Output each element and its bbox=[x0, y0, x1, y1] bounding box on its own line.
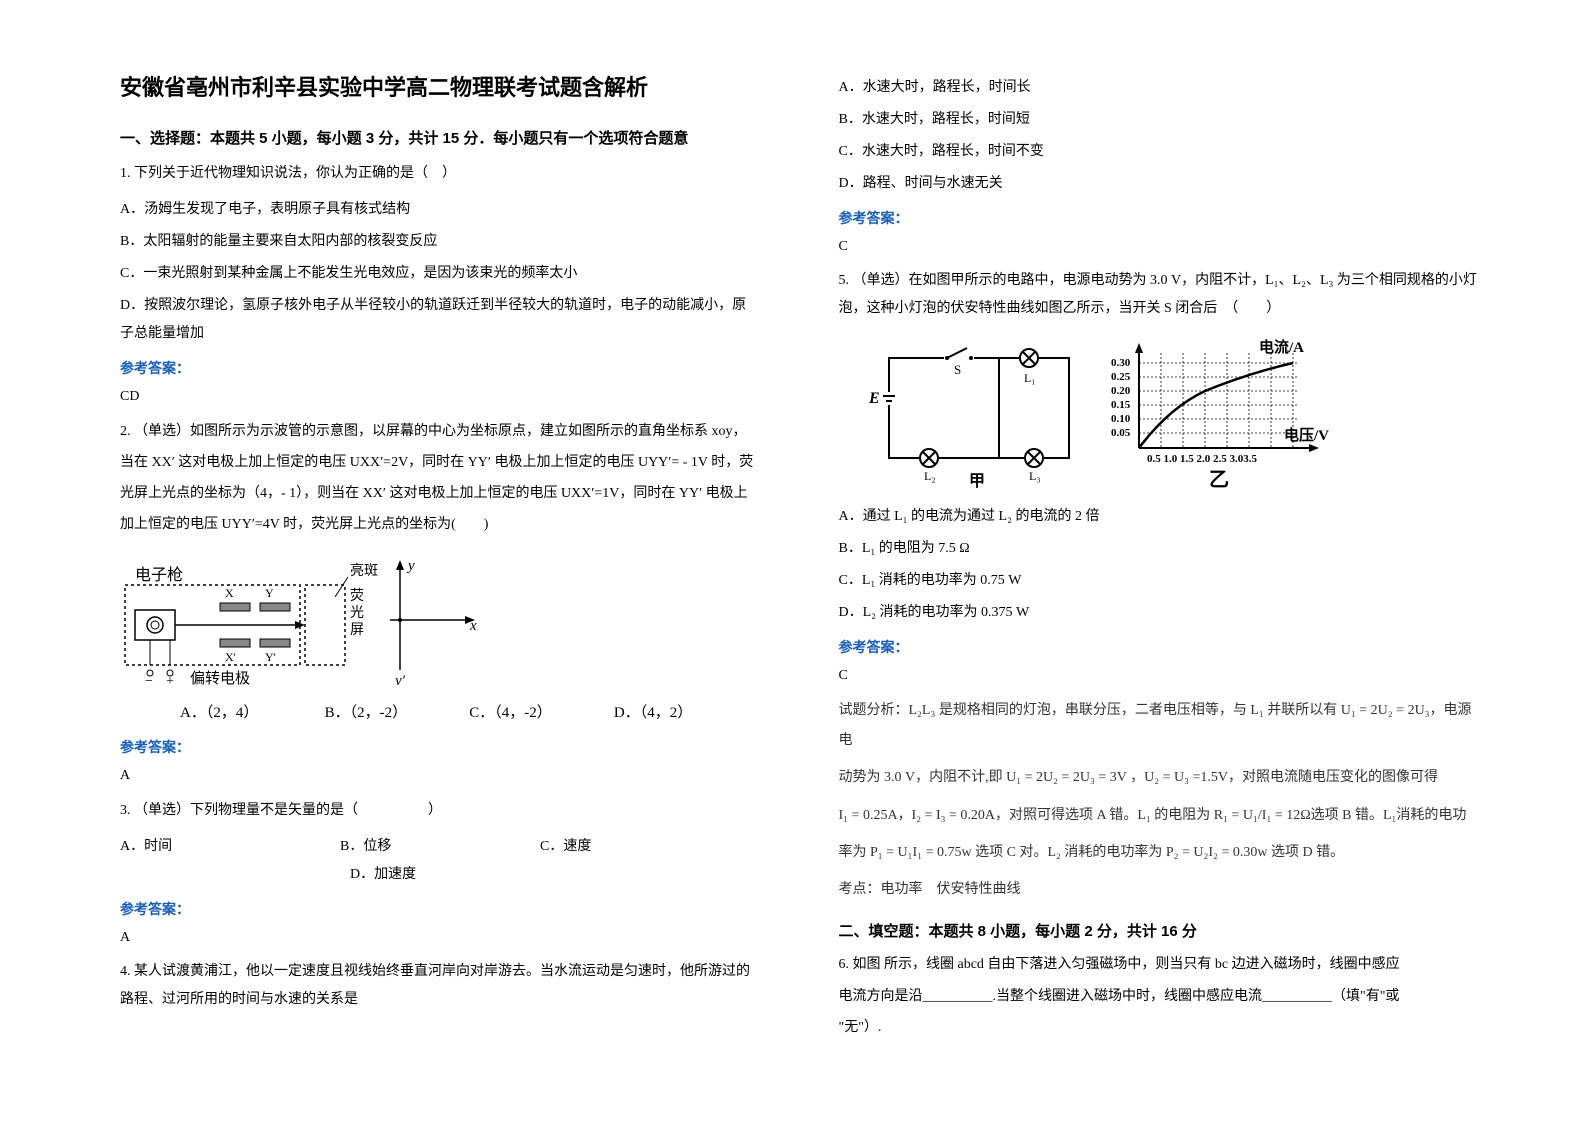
q3-stem: 3. （单选）下列物理量不是矢量的是（ ） bbox=[120, 797, 759, 825]
q5-solution-5: 考点：电功率 伏安特性曲线 bbox=[839, 875, 1478, 904]
q1-optB: B．太阳辐射的能量主要来自太阳内部的核裂变反应 bbox=[120, 228, 759, 256]
q5-optB: B．L₁ 的电阻为 7.5 Ω bbox=[839, 535, 1478, 563]
answer-label: 参考答案： bbox=[839, 208, 1478, 228]
gun-label: 电子枪 bbox=[135, 566, 183, 584]
svg-text:0.05: 0.05 bbox=[1111, 427, 1131, 439]
svg-text:y': y' bbox=[393, 673, 406, 685]
q5-optD: D．L₂ 消耗的电功率为 0.375 W bbox=[839, 599, 1478, 627]
q4-optC: C．水速大时，路程长，时间不变 bbox=[839, 138, 1478, 166]
answer-label: 参考答案： bbox=[120, 737, 759, 757]
q5-optC: C．L₁ 消耗的电功率为 0.75 W bbox=[839, 567, 1478, 595]
q6-line1: 6. 如图 所示，线圈 abcd 自由下落进入匀强磁场中，则当只有 bc 边进入… bbox=[839, 953, 1478, 977]
yaxis-label: 电流/A bbox=[1259, 338, 1304, 356]
q5-solution-3: I₁ = 0.25A，I₂ = I₃ = 0.20A，对照可得选项 A 错。L₁… bbox=[839, 801, 1478, 830]
answer-label: 参考答案： bbox=[120, 358, 759, 378]
svg-text:0.5 1.0 1.5 2.0 2.5 3.03.5: 0.5 1.0 1.5 2.0 2.5 3.03.5 bbox=[1147, 453, 1258, 465]
svg-text:屏: 屏 bbox=[350, 623, 364, 638]
xaxis-label: 电压/V bbox=[1284, 426, 1329, 444]
q2-optD: D．（4，2） bbox=[614, 700, 759, 727]
svg-text:−: − bbox=[145, 674, 153, 685]
svg-text:X: X bbox=[225, 586, 234, 600]
q2-optA: A．（2，4） bbox=[180, 700, 325, 727]
svg-text:S: S bbox=[954, 362, 961, 377]
q5-answer: C bbox=[839, 663, 1478, 688]
svg-text:x: x bbox=[469, 618, 477, 634]
q4-stem: 4. 某人试渡黄浦江，他以一定速度且视线始终垂直河岸向对岸游去。当水流运动是匀速… bbox=[120, 958, 759, 1014]
q2-answer: A bbox=[120, 763, 759, 788]
svg-text:L₂: L₂ bbox=[924, 469, 936, 483]
svg-text:y: y bbox=[406, 558, 415, 574]
q1-optD: D．按照波尔理论，氢原子核外电子从半径较小的轨道跃迁到半径较大的轨道时，电子的动… bbox=[120, 292, 759, 348]
q3-optC: C．速度 bbox=[540, 833, 690, 861]
q6-line3: "无"）. bbox=[839, 1016, 1478, 1040]
svg-text:L₃: L₃ bbox=[1029, 469, 1041, 483]
q2-optB: B．（2，-2） bbox=[325, 700, 470, 727]
q5-solution-1: 试题分析：L₂L₃ 是规格相同的灯泡，串联分压，二者电压相等，与 L₁ 并联所以… bbox=[839, 696, 1478, 755]
q2-optC: C．（4，-2） bbox=[469, 700, 614, 727]
svg-text:+: + bbox=[166, 674, 174, 685]
svg-text:Y: Y bbox=[265, 586, 274, 600]
svg-text:0.25: 0.25 bbox=[1111, 371, 1131, 383]
q4-answer: C bbox=[839, 234, 1478, 259]
q4-optB: B．水速大时，路程长，时间短 bbox=[839, 106, 1478, 134]
q1-answer: CD bbox=[120, 384, 759, 409]
q6-line2: 电流方向是沿__________.当整个线圈进入磁场中时，线圈中感应电流____… bbox=[839, 985, 1478, 1009]
answer-label: 参考答案： bbox=[839, 637, 1478, 657]
answer-label: 参考答案： bbox=[120, 899, 759, 919]
jia-label: 甲 bbox=[969, 472, 985, 488]
q5-optA: A．通过 L₁ 的电流为通过 L₂ 的电流的 2 倍 bbox=[839, 503, 1478, 531]
page-title: 安徽省亳州市利辛县实验中学高二物理联考试题含解析 bbox=[120, 70, 759, 102]
svg-text:0.15: 0.15 bbox=[1111, 399, 1131, 411]
q3-answer: A bbox=[120, 925, 759, 950]
spot-label: 亮斑 bbox=[350, 562, 378, 579]
q2-stem: 2. （单选）如图所示为示波管的示意图，以屏幕的中心为坐标原点，建立如图所示的直… bbox=[120, 417, 759, 540]
yi-label: 乙 bbox=[1209, 469, 1229, 488]
q5-solution-4: 率为 P₁ = U₁I₁ = 0.75w 选项 C 对。L₂ 消耗的电功率为 P… bbox=[839, 838, 1478, 867]
q5-stem: 5. （单选）在如图甲所示的电路中，电源电动势为 3.0 V，内阻不计，L₁、L… bbox=[839, 267, 1478, 323]
q3-optA: A．时间 bbox=[120, 833, 340, 861]
q1-optC: C．一束光照射到某种金属上不能发生光电效应，是因为该束光的频率太小 bbox=[120, 260, 759, 288]
section1-heading: 一、选择题：本题共 5 小题，每小题 3 分，共计 15 分．每小题只有一个选项… bbox=[120, 127, 759, 148]
q3-optB: B．位移 bbox=[340, 833, 540, 861]
q5-solution-2: 动势为 3.0 V，内阻不计,即 U₁ = 2U₂ = 2U₃ = 3V ，U₂… bbox=[839, 763, 1478, 792]
q2-diagram: 电子枪 X X' Y Y' − + 偏转电极 bbox=[120, 555, 759, 685]
deflect-label: 偏转电极 bbox=[190, 670, 250, 685]
svg-text:光: 光 bbox=[350, 605, 364, 621]
section2-heading: 二、填空题：本题共 8 小题，每小题 2 分，共计 16 分 bbox=[839, 920, 1478, 941]
q4-optA: A．水速大时，路程长，时间长 bbox=[839, 74, 1478, 102]
q3-optD: D．加速度 bbox=[350, 861, 650, 889]
svg-text:0.30: 0.30 bbox=[1111, 357, 1131, 369]
q1-stem: 1. 下列关于近代物理知识说法，你认为正确的是（ ） bbox=[120, 160, 759, 188]
screen-label: 荧 bbox=[350, 587, 364, 604]
q1-optA: A．汤姆生发现了电子，表明原子具有核式结构 bbox=[120, 196, 759, 224]
svg-text:0.10: 0.10 bbox=[1111, 413, 1131, 425]
svg-text:L₁: L₁ bbox=[1024, 371, 1036, 385]
svg-text:E: E bbox=[869, 390, 880, 407]
q4-optD: D．路程、时间与水速无关 bbox=[839, 170, 1478, 198]
svg-text:X': X' bbox=[225, 650, 236, 664]
svg-text:0.20: 0.20 bbox=[1111, 385, 1131, 397]
q5-diagram: E S L₁ L₂ L₃ 甲 bbox=[869, 338, 1478, 488]
svg-text:Y': Y' bbox=[265, 650, 276, 664]
